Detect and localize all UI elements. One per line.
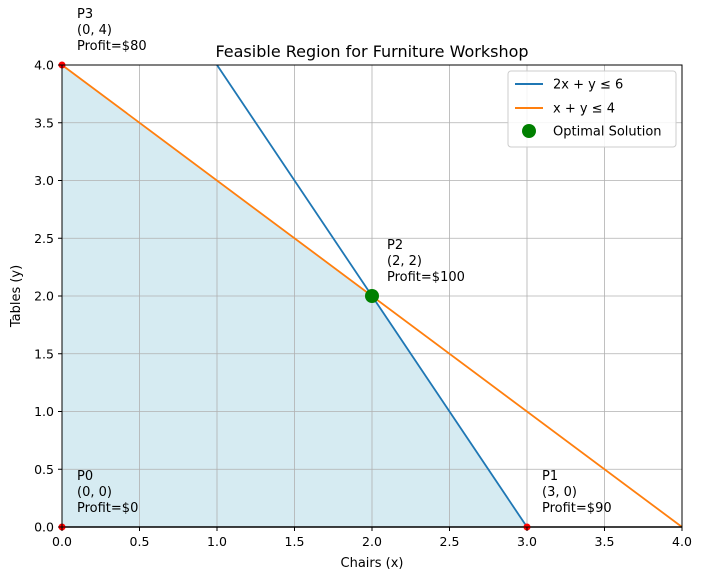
vertex-annotation-name: P1: [542, 469, 558, 484]
x-axis-label: Chairs (x): [341, 556, 404, 571]
y-tick-label: 4.0: [34, 58, 54, 73]
x-tick-label: 3.0: [517, 534, 537, 549]
y-tick-label: 2.0: [34, 289, 54, 304]
chart-title: Feasible Region for Furniture Workshop: [215, 42, 528, 61]
y-tick-label: 2.5: [34, 231, 54, 246]
x-tick-label: 1.5: [285, 534, 305, 549]
optimal-solution-marker: [365, 289, 379, 303]
vertex-annotation-name: P0: [77, 469, 93, 484]
vertex-annotation-profit: Profit=$100: [387, 270, 465, 285]
y-tick-label: 3.5: [34, 115, 54, 130]
vertex-annotation-name: P2: [387, 238, 403, 253]
x-tick-label: 0.0: [52, 534, 72, 549]
vertex-annotation-profit: Profit=$0: [77, 501, 138, 516]
x-tick-label: 0.5: [130, 534, 150, 549]
x-tick-label: 2.0: [362, 534, 382, 549]
x-tick-label: 1.0: [207, 534, 227, 549]
y-tick-label: 3.0: [34, 173, 54, 188]
legend-label-line-2: x + y ≤ 4: [553, 102, 615, 117]
legend-swatch-optimal: [522, 124, 536, 138]
legend-label-optimal: Optimal Solution: [553, 125, 662, 140]
x-tick-label: 3.5: [595, 534, 615, 549]
vertex-annotation-profit: Profit=$80: [77, 39, 147, 54]
legend-label-line-1: 2x + y ≤ 6: [553, 78, 623, 93]
vertex-annotation-profit: Profit=$90: [542, 501, 612, 516]
vertex-annotations: P0(0, 0)Profit=$0 P1(3, 0)Profit=$90 P2(2,…: [77, 7, 612, 516]
vertex-annotation-coord: (2, 2): [387, 254, 422, 269]
vertex-annotation-name: P3: [77, 7, 93, 22]
y-tick-label: 0.0: [34, 520, 54, 535]
legend-box: [507, 70, 677, 148]
axis-ticks: 0.0 0.5 1.0 1.5 2.0 2.5 3.0 3.5 4.0 0.0 0.5 1.0 1.5 2…: [34, 58, 692, 550]
vertex-annotation-coord: (0, 4): [77, 23, 112, 38]
y-axis-label: Tables (y): [9, 265, 24, 328]
vertex-annotation-coord: (0, 0): [77, 485, 112, 500]
legend: 2x + y ≤ 6 x + y ≤ 4 Optimal Solution: [507, 70, 677, 148]
y-tick-label: 0.5: [34, 462, 54, 477]
x-tick-label: 4.0: [672, 534, 692, 549]
x-tick-label: 2.5: [440, 534, 460, 549]
vertex-annotation-coord: (3, 0): [542, 485, 577, 500]
y-tick-label: 1.5: [34, 346, 54, 361]
y-tick-label: 1.0: [34, 404, 54, 419]
